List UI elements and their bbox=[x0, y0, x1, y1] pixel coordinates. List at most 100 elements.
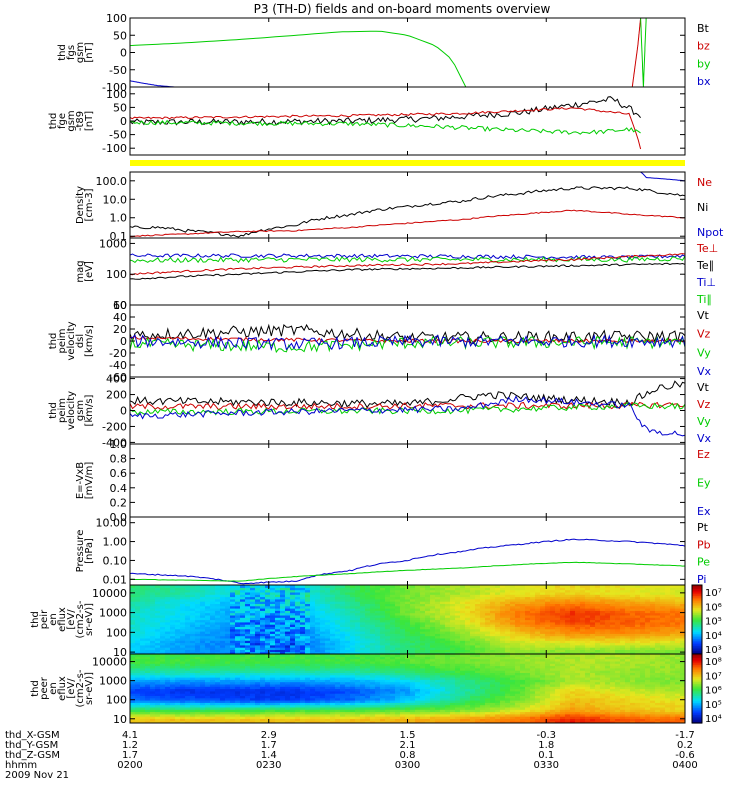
spectrogram-cell bbox=[445, 608, 451, 611]
spectrogram-cell bbox=[610, 587, 616, 591]
spectrogram-cell bbox=[240, 656, 246, 660]
spectrogram-cell bbox=[670, 608, 676, 611]
spectrogram-cell bbox=[375, 628, 381, 632]
spectrogram-cell bbox=[405, 637, 411, 641]
y-axis-label: peim bbox=[57, 398, 68, 423]
spectrogram-cell bbox=[520, 587, 526, 591]
spectrogram-cell bbox=[580, 631, 586, 634]
spectrogram-cell bbox=[400, 626, 406, 630]
spectrogram-cell bbox=[220, 663, 226, 667]
spectrogram-cell bbox=[390, 594, 396, 598]
spectrogram-cell bbox=[320, 594, 326, 598]
spectrogram-cell bbox=[270, 690, 276, 694]
spectrogram-cell bbox=[315, 647, 321, 650]
spectrogram-cell bbox=[335, 608, 341, 611]
spectrogram-cell bbox=[600, 598, 606, 602]
spectrogram-cell bbox=[525, 594, 531, 598]
spectrogram-cell bbox=[535, 601, 541, 604]
spectrogram-cell bbox=[460, 591, 466, 595]
spectrogram-cell bbox=[370, 587, 376, 591]
spectrogram-cell bbox=[490, 642, 496, 646]
spectrogram-cell bbox=[580, 612, 586, 616]
spectrogram-cell bbox=[155, 674, 161, 678]
spectrogram-cell bbox=[410, 596, 416, 600]
colorbar-cell bbox=[692, 598, 702, 602]
colorbar-cell bbox=[692, 647, 702, 650]
spectrogram-cell bbox=[620, 635, 626, 639]
spectrogram-cell bbox=[220, 610, 226, 614]
spectrogram-cell bbox=[425, 605, 431, 609]
spectrogram-cell bbox=[330, 702, 336, 706]
spectrogram-cell bbox=[135, 612, 141, 616]
spectrogram-cell bbox=[570, 640, 576, 644]
spectrogram-cell bbox=[520, 589, 526, 593]
spectrogram-cell bbox=[265, 585, 271, 588]
spectrogram-cell bbox=[660, 614, 666, 618]
spectrogram-cell bbox=[435, 640, 441, 644]
spectrogram-cell bbox=[500, 598, 506, 602]
spectrogram-cell bbox=[235, 690, 241, 694]
spectrogram-cell bbox=[390, 631, 396, 634]
spectrogram-cell bbox=[185, 614, 191, 618]
spectrogram-cell bbox=[275, 709, 281, 713]
spectrogram-cell bbox=[265, 706, 271, 710]
spectrogram-cell bbox=[240, 596, 246, 600]
spectrogram-cell bbox=[220, 654, 226, 657]
spectrogram-cell bbox=[565, 587, 571, 591]
spectrogram-cell bbox=[145, 700, 151, 703]
spectrogram-cell bbox=[375, 649, 381, 653]
spectrogram-cell bbox=[575, 596, 581, 600]
spectrogram-cell bbox=[235, 626, 241, 630]
spectrogram-cell bbox=[670, 594, 676, 598]
spectrogram-cell bbox=[510, 621, 516, 625]
spectrogram-cell bbox=[460, 644, 466, 648]
spectrogram-cell bbox=[180, 670, 186, 673]
spectrogram-cell bbox=[340, 626, 346, 630]
spectrogram-cell bbox=[190, 649, 196, 653]
spectrogram-cell bbox=[390, 637, 396, 641]
spectrogram-cell bbox=[290, 628, 296, 632]
spectrogram-cell bbox=[410, 631, 416, 634]
spectrogram-cell bbox=[300, 610, 306, 614]
spectrogram-cell bbox=[190, 633, 196, 637]
spectrogram-cell bbox=[255, 697, 261, 701]
spectrogram-cell bbox=[675, 644, 681, 648]
spectrogram-cell bbox=[220, 679, 226, 683]
spectrogram-cell bbox=[155, 713, 161, 717]
spectrogram-cell bbox=[170, 631, 176, 634]
colorbar-tick-label: 10⁶ bbox=[705, 602, 722, 613]
spectrogram-cell bbox=[290, 670, 296, 673]
spectrogram-cell bbox=[535, 614, 541, 618]
spectrogram-cell bbox=[385, 647, 391, 650]
spectrogram-cell bbox=[250, 637, 256, 641]
spectrogram-cell bbox=[440, 601, 446, 604]
spectrogram-cell bbox=[210, 649, 216, 653]
spectrogram-cell bbox=[280, 706, 286, 710]
spectrogram-cell bbox=[585, 635, 591, 639]
spectrogram-cell bbox=[240, 610, 246, 614]
spectrogram-cell bbox=[170, 704, 176, 708]
spectrogram-cell bbox=[210, 658, 216, 662]
spectrogram-cell bbox=[355, 614, 361, 618]
colorbar-cell bbox=[692, 652, 702, 655]
spectrogram-cell bbox=[170, 709, 176, 713]
spectrogram-cell bbox=[455, 614, 461, 618]
spectrogram-cell bbox=[255, 658, 261, 662]
spectrogram-cell bbox=[240, 624, 246, 627]
spectrogram-cell bbox=[550, 640, 556, 644]
spectrogram-cell bbox=[240, 612, 246, 616]
spectrogram-cell bbox=[580, 635, 586, 639]
spectrogram-cell bbox=[295, 635, 301, 639]
spectrogram-cell bbox=[460, 589, 466, 593]
spectrogram-cell bbox=[255, 614, 261, 618]
spectrogram-cell bbox=[170, 720, 176, 723]
spectrogram-cell bbox=[260, 709, 266, 713]
spectrogram-cell bbox=[320, 706, 326, 710]
spectrogram-cell bbox=[195, 585, 201, 588]
spectrogram-cell bbox=[170, 697, 176, 701]
spectrogram-cell bbox=[545, 633, 551, 637]
spectrogram-cell bbox=[325, 697, 331, 701]
spectrogram-cell bbox=[245, 605, 251, 609]
spectrogram-cell bbox=[635, 635, 641, 639]
spectrogram-cell bbox=[275, 679, 281, 683]
